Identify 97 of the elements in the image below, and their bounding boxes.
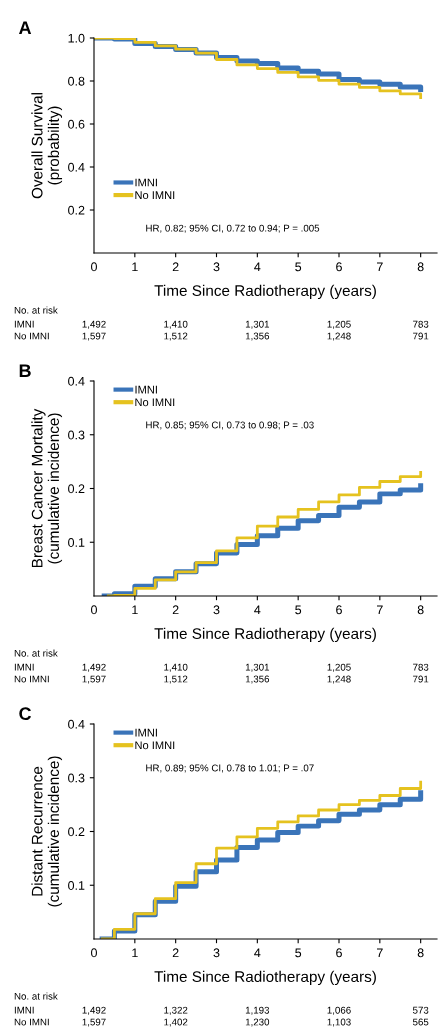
y-tick-label: 0.3 [68,773,85,783]
y-tick-label: 1.0 [68,33,85,43]
x-tick-label: 1 [132,948,138,958]
text: 1,193 [245,1006,270,1015]
text: 1,597 [82,332,106,341]
text: No. at risk [14,306,58,314]
y-tick-label: 0.2 [68,827,85,837]
x-tick-label: 1 [132,262,138,272]
annotation: HR, 0.82; 95% CI, 0.72 to 0.94; P = .005 [146,224,320,233]
legend-label: No IMNI [135,741,175,750]
x-tick-label: 6 [336,948,342,958]
text: 1,301 [245,320,270,329]
legend-label: IMNI [135,728,157,737]
text: 1,492 [82,320,106,329]
x-tick-label: 1 [132,605,138,615]
x-tick-label: 7 [377,262,383,272]
text: 1,512 [164,332,188,341]
annotation: HR, 0.85; 95% CI, 0.73 to 0.98; P = .03 [146,421,314,430]
x-tick-label: 7 [377,605,383,615]
text: No. at risk [14,992,58,1000]
x-axis-title: Time Since Radiotherapy (years) [154,627,376,643]
y-tick-label: 0.2 [68,205,85,215]
x-tick-label: 8 [417,262,424,272]
text: 1,322 [164,1006,188,1015]
annotation: HR, 0.89; 95% CI, 0.78 to 1.01; P = .07 [146,764,314,773]
text: 1,103 [327,1018,351,1027]
x-axis-title: Time Since Radiotherapy (years) [154,970,376,986]
x-tick-label: 8 [417,605,424,615]
y-tick-label: 0.6 [68,119,85,129]
text: 565 [412,1018,429,1026]
text: 1,512 [164,675,188,684]
text: 791 [413,332,429,340]
y-axis-title: Overall Survival (probability) [31,93,63,199]
y-axis-title: Breast Cancer Mortality (cumulative incidence) [31,408,63,568]
text: 1,205 [327,320,351,329]
text: No IMNI [14,1018,49,1026]
chart-title: C [19,707,32,721]
text: 1,402 [164,1018,188,1027]
legend-label: No IMNI [135,398,175,407]
text: 1,205 [327,663,351,672]
x-tick-label: 4 [254,605,261,615]
text: 573 [412,1006,429,1014]
x-tick-label: 3 [213,262,220,272]
x-tick-label: 5 [295,605,302,615]
legend-label: IMNI [135,385,157,394]
y-tick-label: 0.4 [68,719,85,729]
x-tick-label: 3 [213,948,220,958]
x-tick-label: 2 [172,605,179,615]
legend-label: IMNI [135,178,157,187]
text: IMNI [14,1006,34,1014]
text: 1,410 [164,320,188,329]
text: 1,230 [245,1018,270,1027]
y-tick-label: 0.8 [68,76,85,86]
x-tick-label: 5 [295,948,302,958]
x-tick-label: 8 [417,948,424,958]
text: 1,597 [82,1018,106,1027]
x-tick-label: 7 [377,948,383,958]
y-tick-label: 0.3 [68,430,85,440]
x-tick-label: 3 [213,605,220,615]
x-tick-label: 0 [91,605,97,615]
text: 1,066 [327,1006,351,1015]
y-tick-label: 0.4 [68,162,85,172]
y-tick-label: 0.1 [68,538,85,547]
chart-title: A [18,21,32,34]
text: 1,356 [245,675,270,684]
text: 1,410 [164,663,188,672]
text: 1,248 [327,675,351,684]
text: No. at risk [14,649,58,657]
x-tick-label: 0 [91,262,97,272]
text: No IMNI [14,675,49,683]
text: 791 [413,675,429,683]
x-tick-label: 4 [254,262,261,272]
text: 783 [413,320,429,328]
text: No IMNI [14,332,49,340]
y-axis-title: Distant Recurrence (cumulative incidence) [31,756,63,907]
text: 1,597 [82,675,106,684]
y-tick-label: 0.2 [68,484,85,494]
legend-label: No IMNI [135,191,175,200]
x-tick-label: 6 [336,605,342,615]
x-axis-title: Time Since Radiotherapy (years) [154,284,376,300]
y-tick-label: 0.4 [68,376,85,386]
text: 1,248 [327,332,351,341]
y-tick-label: 0.1 [68,881,85,890]
chart-title: B [19,364,31,377]
x-tick-label: 5 [295,262,302,272]
x-tick-label: 2 [172,262,179,272]
x-tick-label: 6 [336,262,342,272]
text: 1,301 [245,663,270,672]
text: IMNI [14,320,34,328]
text: 1,356 [245,332,270,341]
x-tick-label: 0 [91,948,97,958]
text: 783 [413,663,429,671]
text: 1,492 [82,663,106,672]
text: IMNI [14,663,34,671]
x-tick-label: 4 [254,948,261,958]
text: 1,492 [82,1006,106,1015]
x-tick-label: 2 [172,948,179,958]
